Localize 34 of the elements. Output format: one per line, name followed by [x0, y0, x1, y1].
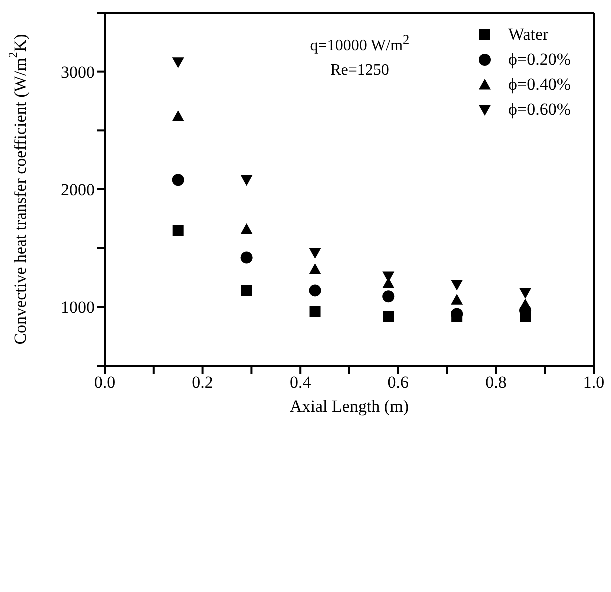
point	[240, 224, 253, 234]
point	[240, 252, 253, 264]
x-tick-label: 0.2	[192, 373, 214, 392]
point	[451, 294, 464, 305]
point	[382, 290, 395, 303]
legend-label: ϕ=0.20%	[508, 50, 571, 70]
legend-label: ϕ=0.60%	[508, 100, 571, 120]
point	[240, 175, 253, 186]
point	[309, 264, 322, 274]
y-tick-label: 3000	[61, 62, 95, 82]
point	[172, 110, 184, 122]
point	[309, 284, 322, 297]
x-axis-title: Axial Length (m)	[290, 397, 409, 416]
x-tick-label: 0.8	[486, 373, 507, 392]
x-tick-label: 0.4	[290, 373, 312, 392]
point	[172, 225, 184, 236]
x-tick-label: 0.6	[388, 373, 410, 392]
point	[520, 288, 532, 300]
x-tick-label: 0.0	[94, 373, 116, 392]
y-tick-label: 1000	[61, 298, 95, 318]
point	[451, 280, 464, 291]
point	[383, 311, 394, 322]
annotation: Re=1250	[330, 62, 390, 80]
point	[241, 285, 252, 296]
x-tick-label: 1.0	[583, 373, 605, 392]
legend-label: Water	[508, 24, 549, 44]
legend-label: ϕ=0.40%	[508, 74, 571, 94]
point	[172, 174, 184, 186]
annotation: q=10000 W/m$^{2}$	[309, 32, 411, 56]
point	[172, 58, 184, 68]
point	[310, 306, 321, 318]
point	[309, 248, 322, 260]
y-tick-label: 2000	[61, 180, 95, 200]
point	[520, 298, 532, 310]
